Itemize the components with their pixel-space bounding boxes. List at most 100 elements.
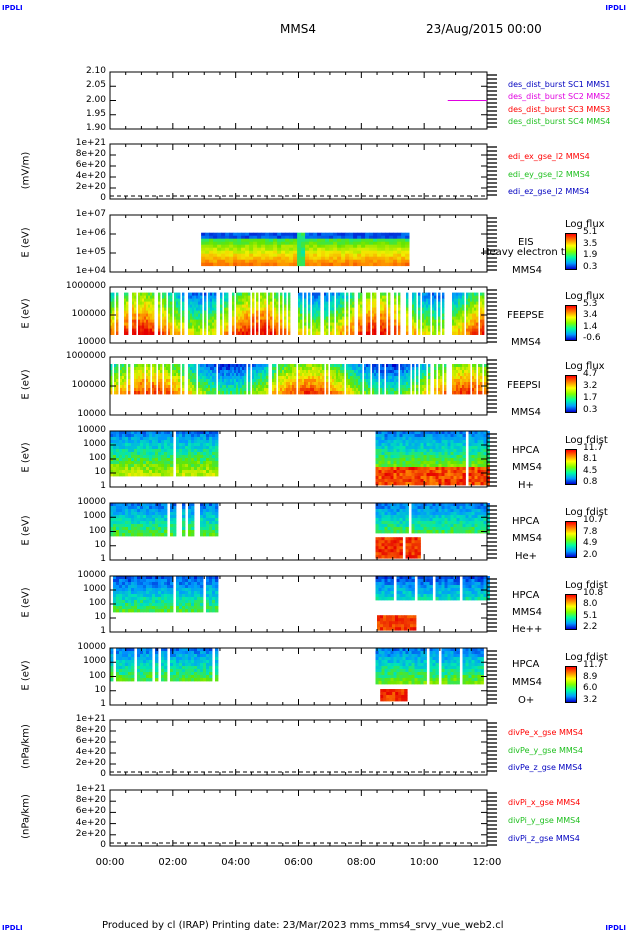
spectrogram-cell-panel4-0: [246, 295, 249, 299]
spectrogram-cell-panel4-0: [414, 331, 417, 335]
spectrogram-cell-panel4-0: [470, 319, 473, 323]
spectrogram-cell-panel5-0: [232, 370, 235, 374]
spectrogram-cell-panel3-0: [205, 238, 210, 243]
spectrogram-cell-panel5-0: [238, 364, 241, 368]
spectrogram-cell-panel6-0: [188, 437, 192, 441]
spectrogram-cell-panel6-0: [191, 446, 195, 450]
spectrogram-cell-panel3-0: [305, 250, 310, 255]
spectrogram-cell-panel5-0: [202, 364, 205, 368]
spectrogram-cell-panel4-0: [384, 295, 387, 299]
spectrogram-cell-panel6-0: [194, 461, 198, 465]
spectrogram-cell-panel5-0: [260, 370, 263, 374]
spectrogram-cell-panel4-0: [168, 292, 171, 296]
spectrogram-cell-panel6-0: [212, 473, 216, 477]
spectrogram-cell-panel4-0: [164, 304, 167, 308]
spectrogram-cell-panel4-0: [312, 310, 315, 314]
spectrogram-cell-panel6-1: [435, 437, 439, 441]
spectrogram-cell-panel4-0: [276, 292, 279, 296]
spectrogram-cell-panel4-0: [152, 328, 155, 332]
spectrogram-cell-panel4-0: [332, 301, 335, 305]
spectrogram-cell-panel4-0: [472, 316, 475, 320]
spectrogram-cell-panel4-0: [366, 319, 369, 323]
spectrogram-cell-panel5-0: [390, 373, 393, 377]
spectrogram-cell-panel5-0: [286, 391, 289, 395]
spectrogram-cell-panel5-0: [238, 373, 241, 377]
spectrogram-cell-panel4-0: [462, 322, 465, 326]
spectrogram-cell-panel6-0: [185, 467, 189, 471]
spectrogram-cell-panel4-0: [196, 310, 199, 314]
spectrogram-cell-panel6-0: [170, 437, 174, 441]
spectrogram-cell-panel5-0: [208, 388, 211, 392]
spectrogram-cell-panel6-0: [110, 437, 114, 441]
spectrogram-cell-panel4-0: [252, 331, 255, 335]
spectrogram-cell-panel6-1: [444, 431, 448, 435]
spectrogram-cell-panel4-0: [110, 310, 113, 314]
spectrogram-cell-panel4-0: [458, 331, 461, 335]
spectrogram-cell-panel4-0: [452, 316, 455, 320]
spectrogram-cell-panel6-1: [396, 431, 400, 435]
spectrogram-cell-panel4-0: [330, 298, 333, 302]
spectrogram-cell-panel4-0: [308, 298, 311, 302]
spectrogram-cell-panel4-0: [238, 295, 241, 299]
spectrogram-cell-panel5-0: [452, 373, 455, 377]
spectrogram-cell-panel4-0: [384, 313, 387, 317]
spectrogram-cell-panel4-0: [394, 310, 397, 314]
spectrogram-cell-panel3-0: [241, 250, 246, 255]
spectrogram-cell-panel4-0: [246, 313, 249, 317]
spectrogram-cell-panel5-0: [308, 382, 311, 386]
spectrogram-cell-panel6-1: [429, 467, 433, 471]
spectrogram-cell-panel5-0: [248, 376, 251, 380]
spectrogram-cell-panel5-0: [124, 376, 127, 380]
spectrogram-cell-panel4-0: [188, 328, 191, 332]
spectrogram-cell-panel4-0: [458, 301, 461, 305]
spectrogram-cell-panel6-1: [453, 473, 457, 477]
spectrogram-cell-panel5-0: [334, 373, 337, 377]
spectrogram-cell-panel5-0: [454, 367, 457, 371]
spectrogram-cell-panel6-1: [390, 437, 394, 441]
spectrogram-cell-panel4-0: [316, 301, 319, 305]
spectrogram-cell-panel5-0: [472, 364, 475, 368]
spectrogram-cell-panel3-0: [317, 232, 322, 237]
spectrogram-cell-panel4-0: [424, 331, 427, 335]
spectrogram-cell-panel4-0: [246, 316, 249, 320]
spectrogram-cell-panel5-0: [266, 373, 269, 377]
spectrogram-cell-panel4-0: [196, 328, 199, 332]
spectrogram-cell-panel4-0: [460, 325, 463, 329]
spectrogram-cell-panel5-0: [240, 385, 243, 389]
spectrogram-cell-panel4-0: [308, 304, 311, 308]
spectrogram-cell-panel4-0: [284, 319, 287, 323]
spectrogram-cell-panel6-1: [375, 434, 379, 438]
spectrogram-cell-panel6-0: [179, 473, 183, 477]
spectrogram-cell-panel5-0: [346, 388, 349, 392]
spectrogram-cell-panel6-0: [191, 440, 195, 444]
spectrogram-cell-panel6-1: [405, 452, 409, 456]
spectrogram-cell-panel5-0: [166, 379, 169, 383]
spectrogram-cell-panel4-0: [242, 301, 245, 305]
spectrogram-cell-panel3-0: [349, 247, 354, 252]
spectrogram-cell-panel3-0: [373, 232, 378, 237]
spectrogram-cell-panel5-0: [142, 382, 145, 386]
spectrogram-cell-panel6-0: [215, 434, 219, 438]
spectrogram-cell-panel4-0: [210, 328, 213, 332]
spectrogram-cell-panel4-0: [146, 298, 149, 302]
spectrogram-cell-panel6-1: [483, 455, 487, 459]
spectrogram-cell-panel5-0: [474, 388, 477, 392]
spectrogram-cell-panel4-0: [140, 304, 143, 308]
spectrogram-cell-panel4-0: [152, 307, 155, 311]
spectrogram-cell-panel3-0: [321, 262, 326, 267]
spectrogram-cell-panel6-1: [378, 434, 382, 438]
spectrogram-cell-panel6-1: [477, 473, 481, 477]
spectrogram-cell-panel3-0: [221, 253, 226, 258]
spectrogram-cell-panel5-0: [208, 370, 211, 374]
spectrogram-cell-panel4-0: [280, 301, 283, 305]
spectrogram-cell-panel6-1: [441, 446, 445, 450]
spectrogram-cell-panel5-0: [154, 373, 157, 377]
spectrogram-cell-panel5-0: [310, 388, 313, 392]
spectrogram-cell-panel4-0: [422, 310, 425, 314]
spectrogram-cell-panel3-0: [333, 253, 338, 258]
spectrogram-cell-panel4-0: [350, 304, 353, 308]
spectrogram-cell-panel4-0: [324, 331, 327, 335]
spectrogram-cell-panel5-0: [480, 370, 483, 374]
spectrogram-cell-panel3-0: [237, 235, 242, 240]
spectrogram-cell-panel5-0: [444, 367, 447, 371]
